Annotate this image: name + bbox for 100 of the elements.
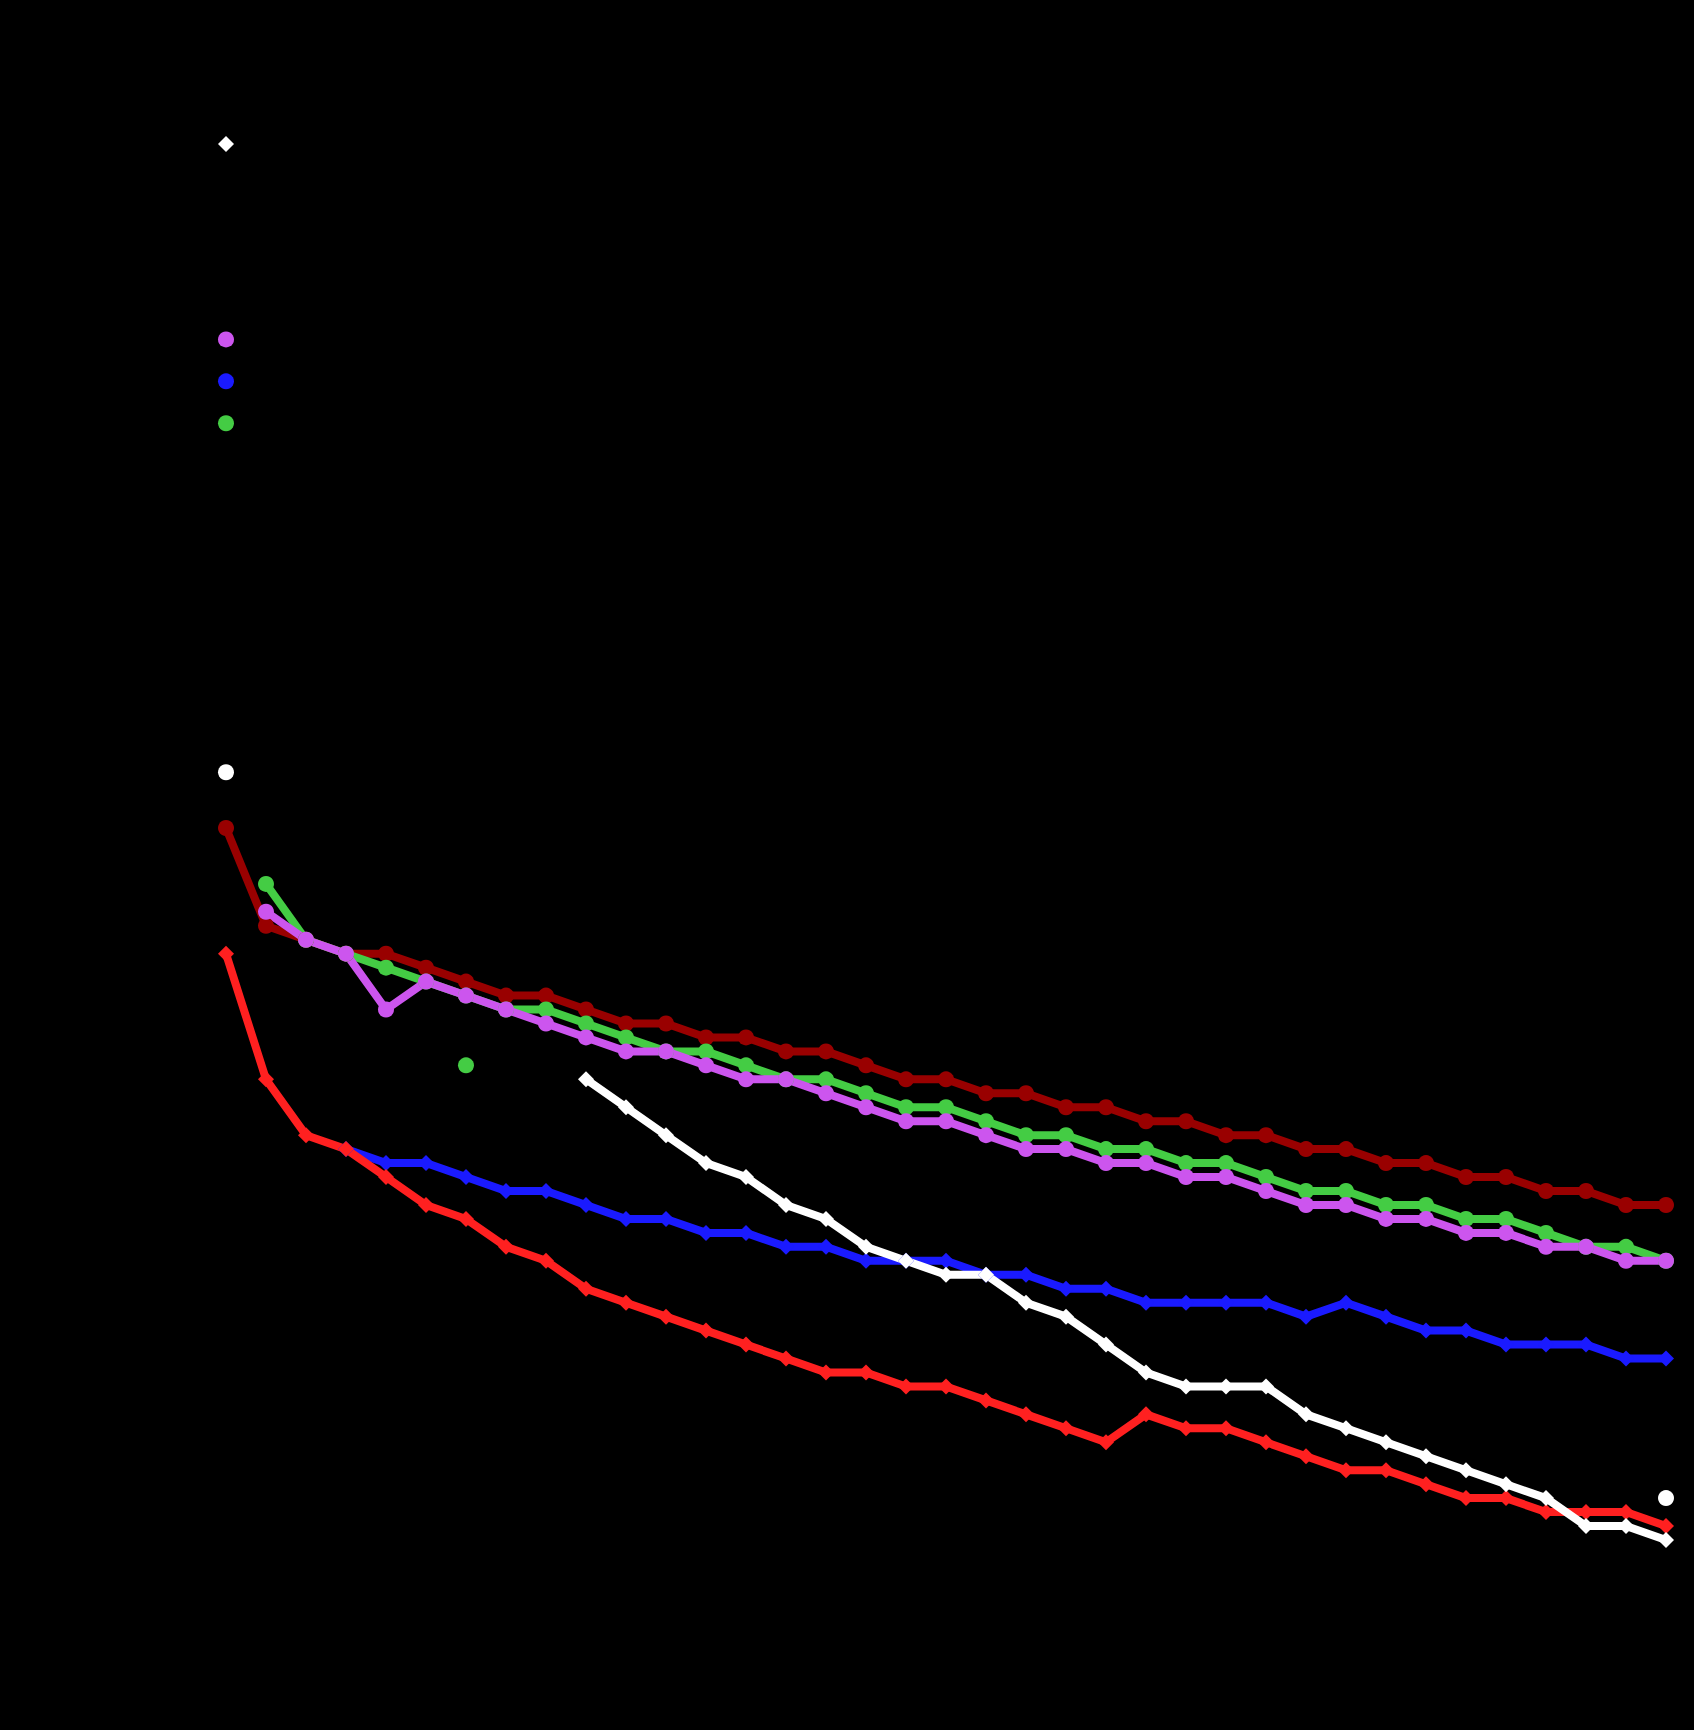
point (1018, 1085, 1034, 1102)
point (1018, 1127, 1034, 1144)
point (818, 1085, 834, 1102)
point (898, 1071, 914, 1088)
point (1538, 1238, 1554, 1255)
point (618, 1043, 634, 1060)
point (1378, 1308, 1394, 1325)
point (1658, 1518, 1674, 1535)
point (1058, 1420, 1074, 1437)
point (578, 1071, 594, 1088)
point (1418, 1196, 1434, 1213)
point (1098, 1099, 1114, 1116)
point (778, 1350, 794, 1367)
point (1538, 1183, 1554, 1199)
point (658, 1308, 674, 1325)
point (1418, 1448, 1434, 1465)
point (858, 1085, 874, 1102)
point (1018, 1406, 1034, 1423)
point (258, 875, 274, 892)
point (378, 1169, 394, 1186)
point (698, 1155, 714, 1172)
point (738, 1336, 754, 1353)
point (418, 1196, 434, 1213)
point (1618, 1196, 1634, 1213)
point (1458, 1462, 1474, 1479)
point (458, 1210, 474, 1227)
point (1298, 1196, 1314, 1213)
point (298, 1127, 314, 1144)
point (538, 1252, 554, 1269)
point (778, 1196, 794, 1213)
point (1338, 1183, 1354, 1199)
point (938, 1071, 954, 1088)
point (1138, 1155, 1154, 1172)
point (1538, 1490, 1554, 1507)
point (1618, 1252, 1634, 1269)
point (1378, 1434, 1394, 1451)
point (1418, 1476, 1434, 1493)
point (258, 903, 274, 920)
point (538, 987, 554, 1004)
point (1178, 1113, 1194, 1130)
point (578, 1280, 594, 1297)
point (538, 1015, 554, 1032)
point (1458, 1224, 1474, 1241)
point (1178, 1169, 1194, 1186)
point (1058, 1141, 1074, 1158)
point (1658, 1532, 1674, 1548)
point (618, 1015, 634, 1032)
point (1258, 1127, 1274, 1144)
point (1298, 1406, 1314, 1423)
point (1098, 1434, 1114, 1451)
point (1098, 1141, 1114, 1158)
point (898, 1113, 914, 1130)
point (858, 1238, 874, 1255)
point (978, 1113, 994, 1130)
point (618, 1294, 634, 1311)
point (1138, 1141, 1154, 1158)
point (978, 1085, 994, 1102)
point (698, 1322, 714, 1339)
point (1098, 1336, 1114, 1353)
point (978, 1392, 994, 1409)
point (818, 1210, 834, 1227)
point (1378, 1196, 1394, 1213)
point (698, 1043, 714, 1060)
point (1018, 1294, 1034, 1311)
point (778, 1043, 794, 1060)
point (858, 1057, 874, 1074)
point (418, 959, 434, 976)
point (1258, 1169, 1274, 1186)
point (1298, 1308, 1314, 1325)
point (458, 973, 474, 990)
point (1298, 1448, 1314, 1465)
point (738, 1071, 754, 1088)
point (218, 820, 234, 837)
point (738, 1169, 754, 1186)
point (1138, 1364, 1154, 1381)
point (1298, 1141, 1314, 1158)
point (258, 917, 274, 934)
point (698, 1029, 714, 1046)
point (1178, 1155, 1194, 1172)
point (898, 1099, 914, 1116)
point (538, 1001, 554, 1018)
point (578, 1029, 594, 1046)
point (378, 959, 394, 976)
point (458, 1169, 474, 1186)
point (1058, 1099, 1074, 1116)
point (1258, 1183, 1274, 1199)
point (1458, 1210, 1474, 1227)
point (378, 945, 394, 962)
point (1378, 1210, 1394, 1227)
point (218, 945, 234, 962)
point (1218, 1155, 1234, 1172)
point (1498, 1224, 1514, 1241)
point (1378, 1155, 1394, 1172)
point (1458, 1169, 1474, 1186)
point (1338, 1294, 1354, 1311)
point (1658, 1196, 1674, 1213)
point (1058, 1127, 1074, 1144)
point (1258, 1434, 1274, 1451)
point (1218, 1169, 1234, 1186)
point (978, 1127, 994, 1144)
